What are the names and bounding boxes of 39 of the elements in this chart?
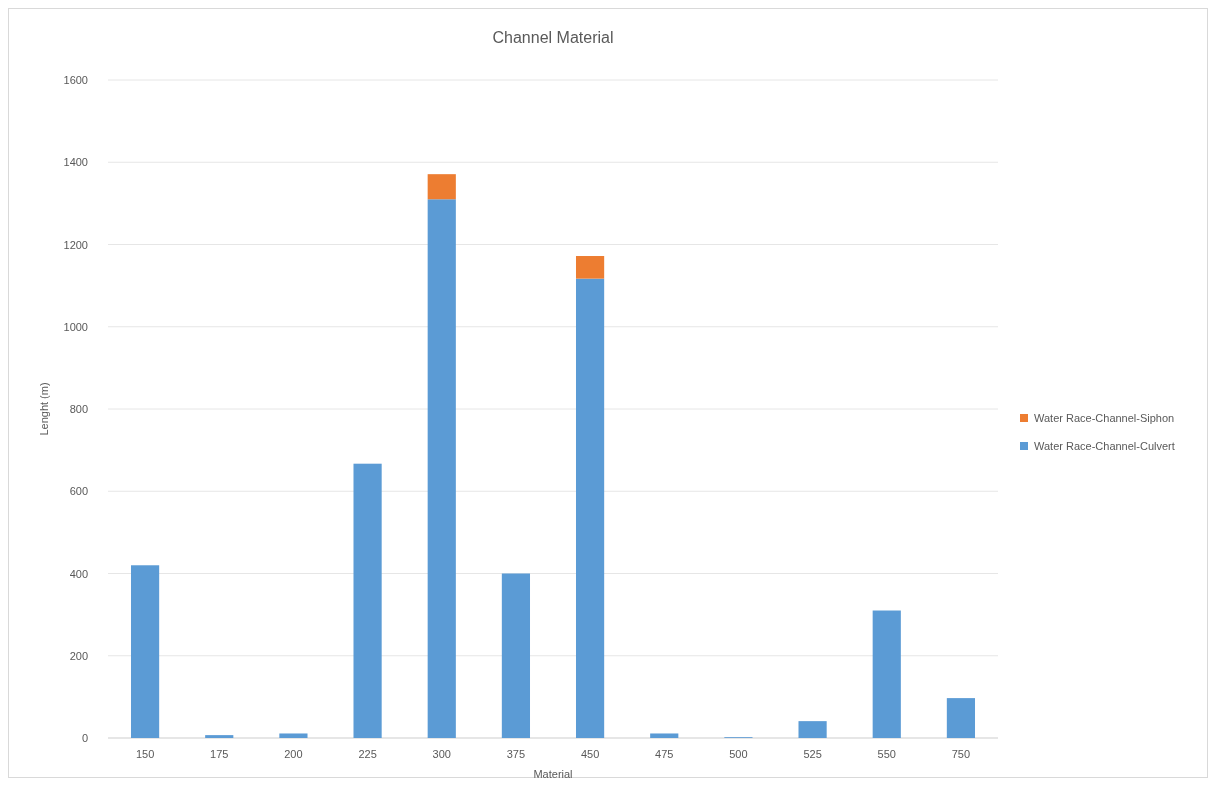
x-tick-label: 550: [877, 748, 896, 760]
legend-label: Water Race-Channel-Culvert: [1034, 440, 1175, 452]
bar: [872, 610, 901, 738]
x-axis-title: Material: [533, 768, 573, 780]
y-tick-label: 800: [69, 403, 88, 415]
chart-title: Channel Material: [492, 29, 614, 46]
x-tick-label: 175: [210, 748, 229, 760]
x-tick-label: 525: [803, 748, 822, 760]
bar: [501, 573, 531, 738]
bar: [427, 199, 456, 738]
y-axis-title: Lenght (m): [38, 382, 50, 436]
bar: [650, 733, 679, 738]
bar: [205, 735, 234, 738]
bar: [946, 698, 976, 738]
y-tick-label: 1200: [63, 238, 88, 251]
x-tick-label: 150: [135, 748, 155, 760]
legend-label: Water Race-Channel-Siphon: [1034, 412, 1175, 424]
y-tick-label: 600: [69, 485, 88, 498]
x-tick-label: 475: [655, 748, 674, 760]
bar: [130, 565, 160, 738]
bar: [798, 721, 827, 738]
x-tick-label: 500: [729, 748, 748, 760]
bar: [575, 256, 605, 279]
y-tick-label: 0: [81, 732, 88, 744]
bar: [279, 733, 308, 738]
bar: [353, 463, 382, 738]
y-tick-label: 200: [69, 649, 88, 662]
x-tick-label: 200: [284, 748, 303, 760]
y-tick-label: 1400: [63, 156, 88, 169]
y-tick-label: 1000: [63, 320, 88, 333]
x-tick-label: 750: [951, 748, 971, 760]
bar: [575, 278, 605, 738]
x-tick-label: 450: [580, 748, 600, 760]
x-tick-label: 300: [432, 748, 451, 760]
y-tick-label: 1600: [63, 74, 88, 86]
x-tick-label: 375: [506, 748, 526, 760]
bar: [427, 174, 456, 200]
y-tick-label: 400: [69, 567, 88, 580]
x-tick-label: 225: [358, 748, 377, 760]
